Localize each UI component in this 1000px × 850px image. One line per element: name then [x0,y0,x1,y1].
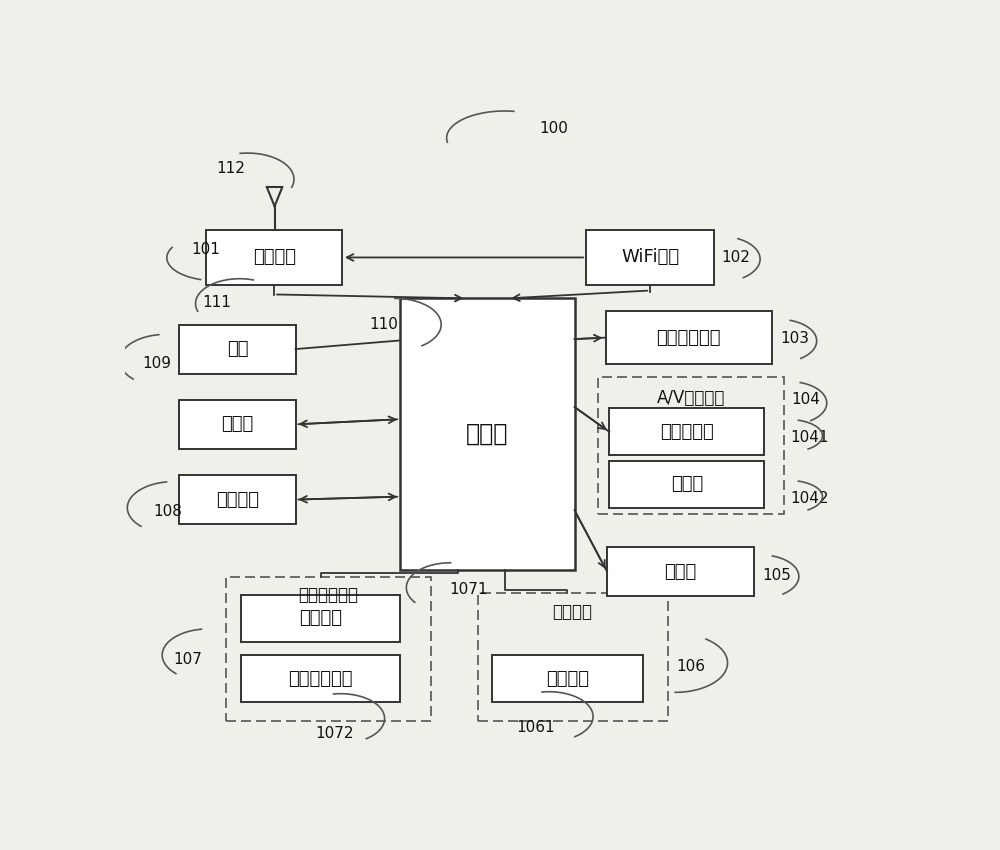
Text: 存储器: 存储器 [221,416,254,434]
Text: 触控面板: 触控面板 [299,609,342,627]
Text: 105: 105 [762,568,791,583]
Text: 显示面板: 显示面板 [546,670,589,688]
Bar [400,298,574,570]
Text: A/V输入单元: A/V输入单元 [657,388,725,406]
Bar [609,408,764,456]
Bar [179,400,296,449]
Text: 其他输入设备: 其他输入设备 [288,670,353,688]
Text: 110: 110 [369,317,398,332]
Bar [609,461,764,507]
Bar [179,325,296,374]
Bar [206,230,342,286]
Text: 102: 102 [722,250,751,265]
Text: 1072: 1072 [315,726,354,741]
Bar [598,377,784,514]
Text: 112: 112 [216,162,245,176]
Bar [478,593,668,721]
Bar [241,595,400,642]
Bar [607,547,754,596]
Text: 106: 106 [677,659,706,674]
Text: 1071: 1071 [449,582,487,597]
Text: WiFi模块: WiFi模块 [621,248,679,266]
Text: 接口单元: 接口单元 [216,490,259,508]
Text: 处理器: 处理器 [466,422,509,446]
Text: 109: 109 [142,356,171,371]
Text: 图形处理器: 图形处理器 [660,422,714,441]
Text: 108: 108 [154,503,183,518]
Text: 104: 104 [792,393,820,407]
Text: 显示单元: 显示单元 [553,603,593,620]
Text: 101: 101 [191,241,220,257]
Text: 107: 107 [173,652,202,667]
Text: 射频单元: 射频单元 [253,248,296,266]
Bar [492,655,643,702]
Text: 1061: 1061 [516,720,555,735]
Text: 1042: 1042 [790,491,828,506]
Text: 电源: 电源 [227,340,248,358]
Text: 100: 100 [540,121,568,136]
Bar [226,576,431,721]
Text: 用户输入单元: 用户输入单元 [298,586,358,604]
Bar [179,475,296,524]
Bar [586,230,714,286]
Text: 1041: 1041 [790,429,828,445]
Text: 音频输出单元: 音频输出单元 [657,329,721,347]
Text: 麦克风: 麦克风 [671,475,703,493]
Bar [241,655,400,702]
Text: 传感器: 传感器 [665,563,697,581]
Text: 103: 103 [780,332,809,347]
Text: 111: 111 [202,296,231,310]
Bar [606,311,772,364]
